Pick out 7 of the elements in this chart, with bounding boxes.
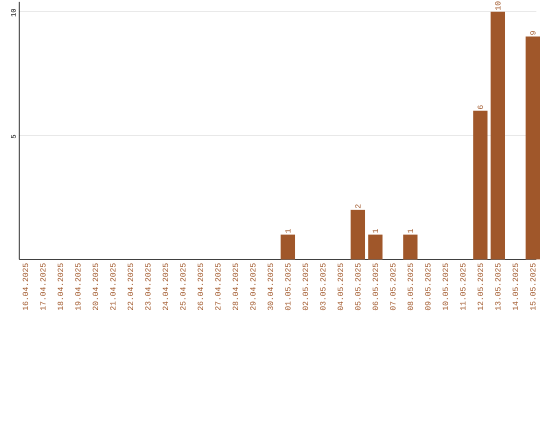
bar: [368, 234, 383, 260]
bar: [350, 210, 366, 260]
bar: [403, 234, 418, 260]
bar: [526, 36, 540, 260]
bar: [473, 110, 488, 260]
bar: [490, 12, 506, 260]
bar: [280, 234, 296, 260]
